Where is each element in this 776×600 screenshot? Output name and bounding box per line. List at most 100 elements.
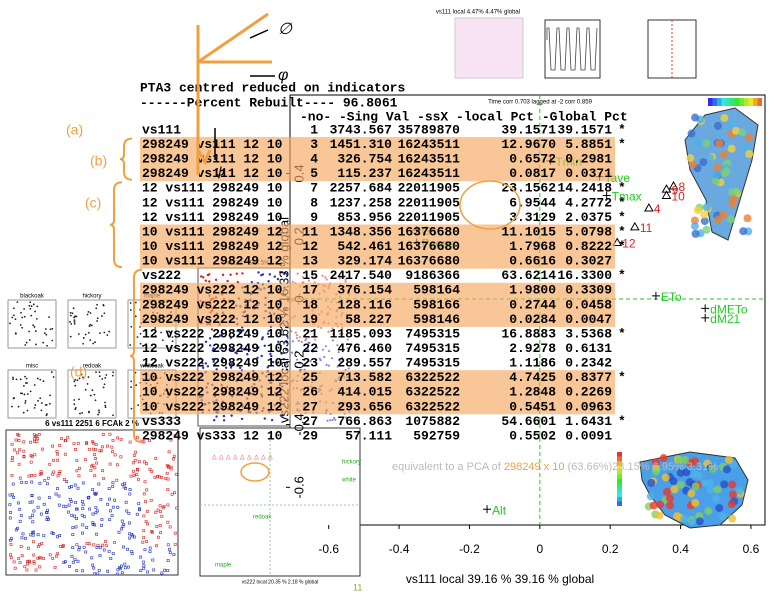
icon-dot (135, 384, 138, 386)
map-cell (675, 455, 684, 464)
icon-dot (104, 406, 107, 409)
overlay-dot (283, 363, 287, 366)
table-cell: 10 vs111 298249 12 (142, 239, 283, 254)
icon-dot (21, 326, 24, 329)
overlay-dot (218, 334, 222, 338)
overlay-dot (285, 348, 288, 351)
brace (119, 137, 133, 181)
map-cell (676, 468, 685, 477)
icon-dot (79, 412, 81, 415)
bottom-left-dot (36, 437, 39, 440)
bottom-left-dot (46, 482, 49, 486)
bottom-left-dot (166, 569, 170, 572)
bottom-left-dot (173, 542, 177, 546)
point (612, 237, 623, 247)
x-tick-label: -0.4 (389, 542, 410, 556)
icon-dot (9, 322, 11, 325)
table-cell: 1185.093 (330, 326, 393, 341)
top-panel-series (544, 19, 601, 79)
icon-dot (94, 399, 97, 402)
map-cell (741, 142, 750, 151)
overlay-dot (337, 351, 340, 354)
overlay-dot (230, 414, 233, 417)
bottom-left-dot (172, 457, 175, 461)
icon-dot (139, 342, 142, 345)
overlay-dot (295, 336, 299, 340)
map-cell (700, 217, 709, 226)
bottom-left-dot (139, 569, 143, 573)
bottom-left-dot (142, 529, 146, 533)
bottom-left-dot (111, 439, 115, 442)
point-label: Tmax (612, 190, 642, 204)
map-cell (663, 487, 672, 496)
icon-dot (81, 412, 84, 414)
overlay-dot (295, 334, 299, 337)
bottom-left-dot (18, 561, 22, 565)
overlay-dot (215, 415, 218, 418)
bottom-left-dot (119, 437, 123, 441)
bottom-left-dot (21, 532, 25, 536)
icon-dot (50, 371, 53, 373)
map-cell (699, 158, 708, 167)
table-cell: 6.9544 (509, 195, 556, 210)
bottom-mid-corner: 11 (353, 582, 362, 592)
overlay-dot (334, 418, 337, 421)
bottom-left-dot (26, 560, 29, 563)
icon-dot (10, 405, 13, 408)
bottom-left-dot (175, 506, 179, 510)
overlay-dot (338, 332, 341, 336)
table-cell: 414.015 (337, 385, 392, 400)
overlay-dot (346, 347, 349, 350)
bottom-left-dot (116, 436, 119, 440)
bottom-left-dot (10, 537, 13, 541)
table-cell: 29 (302, 428, 318, 443)
table-cell: 17 (302, 283, 318, 298)
bottom-left-dot (108, 518, 112, 522)
icon-dot (74, 315, 76, 318)
table-cell: 7 (310, 181, 318, 196)
color-scale (730, 98, 735, 106)
bottom-left-dot (66, 435, 70, 439)
icon-dot (93, 393, 96, 396)
icon-dot (24, 382, 27, 384)
bottom-left-dot (106, 444, 109, 448)
bottom-left-dot (16, 526, 19, 530)
table-cell: 23 (302, 356, 318, 371)
bottom-left-dot (122, 522, 126, 526)
table-cell: 16376680 (398, 224, 461, 239)
table-cell: 0.6131 (565, 341, 612, 356)
bottom-left-dot (148, 467, 152, 471)
icon-dot (69, 311, 72, 314)
icon-dot (15, 378, 18, 381)
table-cell: 542.461 (337, 239, 392, 254)
overlay-dot (320, 326, 323, 329)
icon-dot (171, 336, 174, 339)
bottom-left-dot (101, 543, 105, 547)
overlay-dot (347, 367, 350, 370)
bottom-left-dot (91, 440, 94, 444)
bottom-left-dot (91, 521, 95, 525)
bottom-left-dot (46, 476, 50, 480)
bottom-left-dot (166, 488, 170, 491)
map-cell (702, 225, 711, 234)
bottom-left-dot (136, 467, 139, 471)
pca-note: equivalent to a PCA of 298249 x 10 (63.6… (392, 461, 718, 473)
overlay-dot (212, 347, 215, 350)
overlay-dot (313, 335, 316, 338)
color-scale (735, 98, 740, 106)
map-cell (704, 507, 713, 516)
overlay-dot (215, 368, 218, 371)
bottom-left-dot (100, 445, 104, 449)
bottom-left-dot (113, 498, 117, 502)
bottom-left-dot (72, 442, 76, 446)
map-cell (690, 216, 699, 225)
overlay-dot (219, 347, 222, 350)
icon-panel (67, 369, 117, 419)
icon-dot (48, 316, 50, 319)
icon-dot (71, 312, 74, 315)
icon-dot (37, 399, 39, 402)
bottom-left-dot (170, 492, 174, 496)
table-cell: 22 (302, 341, 318, 356)
overlay-dot (280, 352, 283, 355)
table-cell: 766.863 (337, 414, 392, 429)
